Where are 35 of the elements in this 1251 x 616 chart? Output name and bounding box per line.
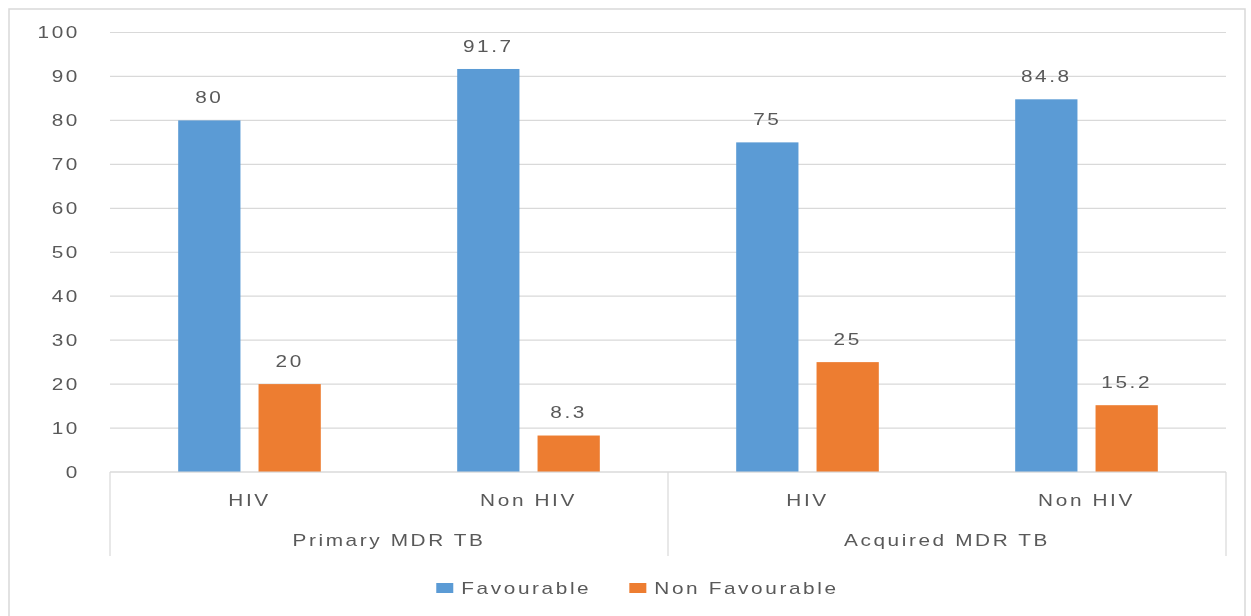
bar bbox=[816, 362, 879, 472]
y-tick-label: 20 bbox=[51, 375, 80, 394]
y-tick-label: 50 bbox=[51, 243, 80, 262]
x-tick-label: Non HIV bbox=[480, 490, 577, 510]
data-label: 8.3 bbox=[550, 403, 588, 422]
bar bbox=[258, 384, 321, 472]
y-tick-label: 100 bbox=[37, 23, 80, 42]
data-label: 80 bbox=[195, 88, 224, 107]
bar bbox=[1095, 405, 1158, 472]
legend-label: Non Favourable bbox=[654, 578, 839, 598]
text: Acquired MDR TB bbox=[843, 530, 1051, 550]
bar bbox=[537, 435, 600, 472]
data-label: 84.8 bbox=[1020, 67, 1072, 86]
y-tick-label: 0 bbox=[65, 462, 80, 482]
data-label: 15.2 bbox=[1101, 373, 1153, 392]
data-label: 91.7 bbox=[462, 36, 514, 56]
data-label: 25 bbox=[833, 330, 862, 349]
data-label: 75 bbox=[753, 110, 782, 129]
x-tick-label: HIV bbox=[786, 490, 829, 510]
bar bbox=[736, 142, 799, 472]
y-tick-label: 90 bbox=[51, 67, 80, 86]
x-tick-label: HIV bbox=[228, 490, 271, 510]
y-tick-label: 40 bbox=[51, 287, 80, 306]
y-tick-label: 60 bbox=[51, 199, 80, 218]
y-tick-label: 70 bbox=[51, 155, 80, 174]
y-tick-label: 10 bbox=[51, 419, 80, 438]
legend-label: Favourable bbox=[461, 578, 592, 598]
bar bbox=[457, 68, 520, 472]
bar bbox=[1015, 99, 1078, 472]
x-tick-label: Non HIV bbox=[1038, 490, 1135, 510]
y-tick-label: 80 bbox=[51, 111, 80, 130]
bar bbox=[178, 120, 241, 472]
y-tick-label: 30 bbox=[51, 331, 80, 350]
data-label: 20 bbox=[275, 352, 304, 371]
text: Primary MDR TB bbox=[292, 530, 486, 550]
